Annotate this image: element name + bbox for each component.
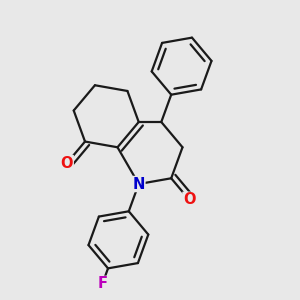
Text: O: O — [183, 192, 196, 207]
Text: F: F — [98, 276, 107, 291]
Text: N: N — [133, 176, 145, 191]
Text: O: O — [61, 155, 73, 170]
